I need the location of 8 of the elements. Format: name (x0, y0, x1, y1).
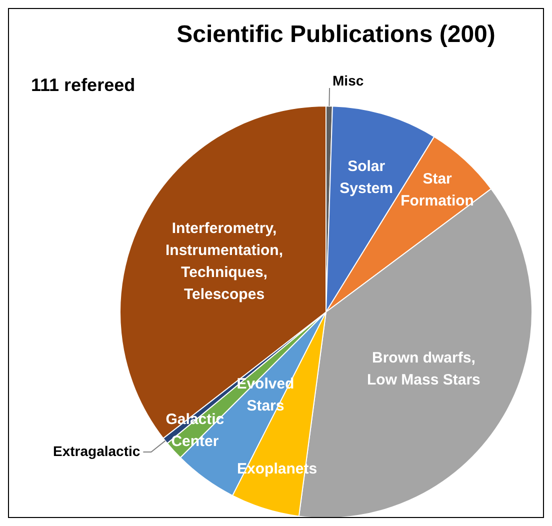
chart-title: Scientific Publications (200) (176, 21, 496, 49)
slice-label: Interferometry, Instrumentation, Techniques, Telescopes (165, 220, 284, 304)
slice-label: Misc (332, 72, 364, 89)
text: 111 refereed (31, 75, 136, 96)
slice-label: Solar System (340, 158, 394, 197)
slice-label: Brown dwarfs, Low Mass Stars (367, 349, 480, 388)
slice-label: Star Formation (400, 170, 474, 210)
slice-label: Extragalactic (53, 442, 140, 459)
